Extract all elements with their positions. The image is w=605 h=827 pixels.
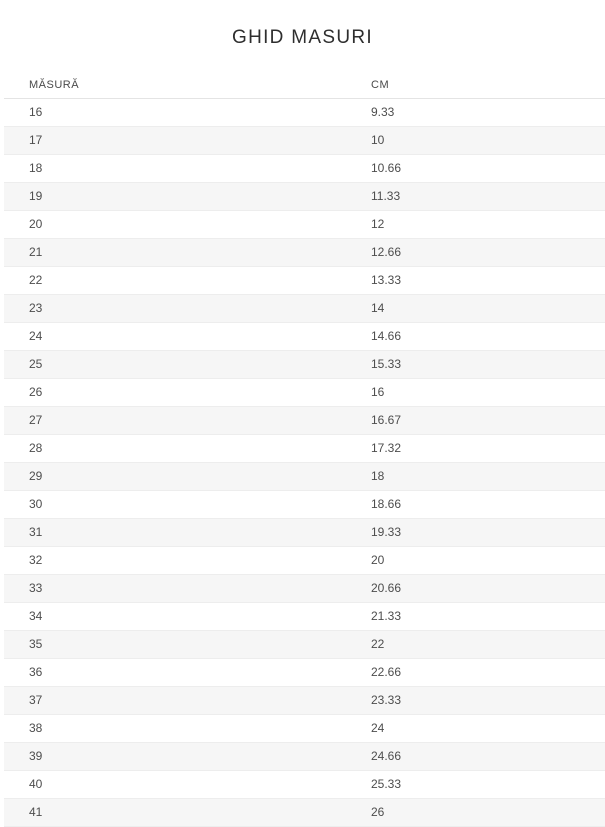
cell-masura: 29: [4, 462, 350, 491]
page-title: GHID MASURI: [232, 27, 373, 48]
cell-masura: 18: [4, 154, 350, 183]
cell-masura: 25: [4, 350, 350, 379]
cell-cm: 12.66: [350, 238, 605, 267]
table-row: 32 20: [4, 546, 605, 575]
cell-masura: 23: [4, 294, 350, 323]
cell-cm: 22.66: [350, 658, 605, 687]
cell-masura: 41: [4, 798, 350, 827]
cell-masura: 38: [4, 714, 350, 743]
cell-masura: 40: [4, 770, 350, 799]
cell-cm: 24: [350, 714, 605, 743]
table-row: 40 25.33: [4, 770, 605, 799]
table-row: 34 21.33: [4, 602, 605, 631]
table-header-row: MĂSURĂ CM: [4, 76, 605, 99]
table-row: 35 22: [4, 630, 605, 659]
table-row: 21 12.66: [4, 238, 605, 267]
cell-cm: 12: [350, 210, 605, 239]
cell-masura: 19: [4, 182, 350, 211]
cell-masura: 31: [4, 518, 350, 547]
cell-masura: 22: [4, 266, 350, 295]
cell-cm: 14: [350, 294, 605, 323]
cell-cm: 19.33: [350, 518, 605, 547]
cell-masura: 30: [4, 490, 350, 519]
table-row: 26 16: [4, 378, 605, 407]
cell-cm: 21.33: [350, 602, 605, 631]
cell-masura: 26: [4, 378, 350, 407]
cell-cm: 22: [350, 630, 605, 659]
cell-cm: 25.33: [350, 770, 605, 799]
table-row: 22 13.33: [4, 266, 605, 295]
cell-cm: 26: [350, 798, 605, 827]
cell-masura: 20: [4, 210, 350, 239]
cell-cm: 17.32: [350, 434, 605, 463]
cell-masura: 28: [4, 434, 350, 463]
cell-masura: 27: [4, 406, 350, 435]
table-row: 18 10.66: [4, 154, 605, 183]
cell-cm: 11.33: [350, 182, 605, 211]
cell-masura: 39: [4, 742, 350, 771]
table-row: 41 26: [4, 798, 605, 827]
cell-masura: 33: [4, 574, 350, 603]
cell-masura: 37: [4, 686, 350, 715]
table-row: 23 14: [4, 294, 605, 323]
table-row: 16 9.33: [4, 98, 605, 127]
cell-masura: 24: [4, 322, 350, 351]
table-row: 33 20.66: [4, 574, 605, 603]
table-row: 31 19.33: [4, 518, 605, 547]
table-row: 28 17.32: [4, 434, 605, 463]
page-title-container: GHID MASURI: [0, 0, 605, 76]
table-row: 36 22.66: [4, 658, 605, 687]
cell-cm: 9.33: [350, 98, 605, 127]
table-row: 29 18: [4, 462, 605, 491]
table-row: 20 12: [4, 210, 605, 239]
column-header-cm: CM: [350, 76, 605, 99]
cell-cm: 16: [350, 378, 605, 407]
cell-masura: 32: [4, 546, 350, 575]
cell-cm: 10.66: [350, 154, 605, 183]
cell-cm: 15.33: [350, 350, 605, 379]
column-header-masura: MĂSURĂ: [4, 76, 350, 99]
table-row: 39 24.66: [4, 742, 605, 771]
size-table-container: MĂSURĂ CM 16 9.33 17 10 18 10.66 19 11.33 20 12 21…: [2, 76, 605, 827]
cell-cm: 24.66: [350, 742, 605, 771]
table-row: 25 15.33: [4, 350, 605, 379]
cell-cm: 18.66: [350, 490, 605, 519]
table-row: 38 24: [4, 714, 605, 743]
size-guide-table: MĂSURĂ CM 16 9.33 17 10 18 10.66 19 11.33 20 12 21…: [4, 76, 605, 827]
table-row: 30 18.66: [4, 490, 605, 519]
table-header: MĂSURĂ CM: [4, 76, 605, 99]
table-row: 24 14.66: [4, 322, 605, 351]
cell-cm: 13.33: [350, 266, 605, 295]
cell-masura: 36: [4, 658, 350, 687]
cell-cm: 20.66: [350, 574, 605, 603]
cell-masura: 35: [4, 630, 350, 659]
cell-cm: 23.33: [350, 686, 605, 715]
table-row: 37 23.33: [4, 686, 605, 715]
cell-masura: 34: [4, 602, 350, 631]
table-body: 16 9.33 17 10 18 10.66 19 11.33 20 12 21 12.66 22 13.…: [4, 98, 605, 827]
table-row: 19 11.33: [4, 182, 605, 211]
cell-cm: 14.66: [350, 322, 605, 351]
cell-masura: 17: [4, 126, 350, 155]
cell-cm: 16.67: [350, 406, 605, 435]
table-row: 27 16.67: [4, 406, 605, 435]
table-row: 17 10: [4, 126, 605, 155]
cell-cm: 18: [350, 462, 605, 491]
cell-cm: 10: [350, 126, 605, 155]
cell-masura: 21: [4, 238, 350, 267]
cell-masura: 16: [4, 98, 350, 127]
cell-cm: 20: [350, 546, 605, 575]
